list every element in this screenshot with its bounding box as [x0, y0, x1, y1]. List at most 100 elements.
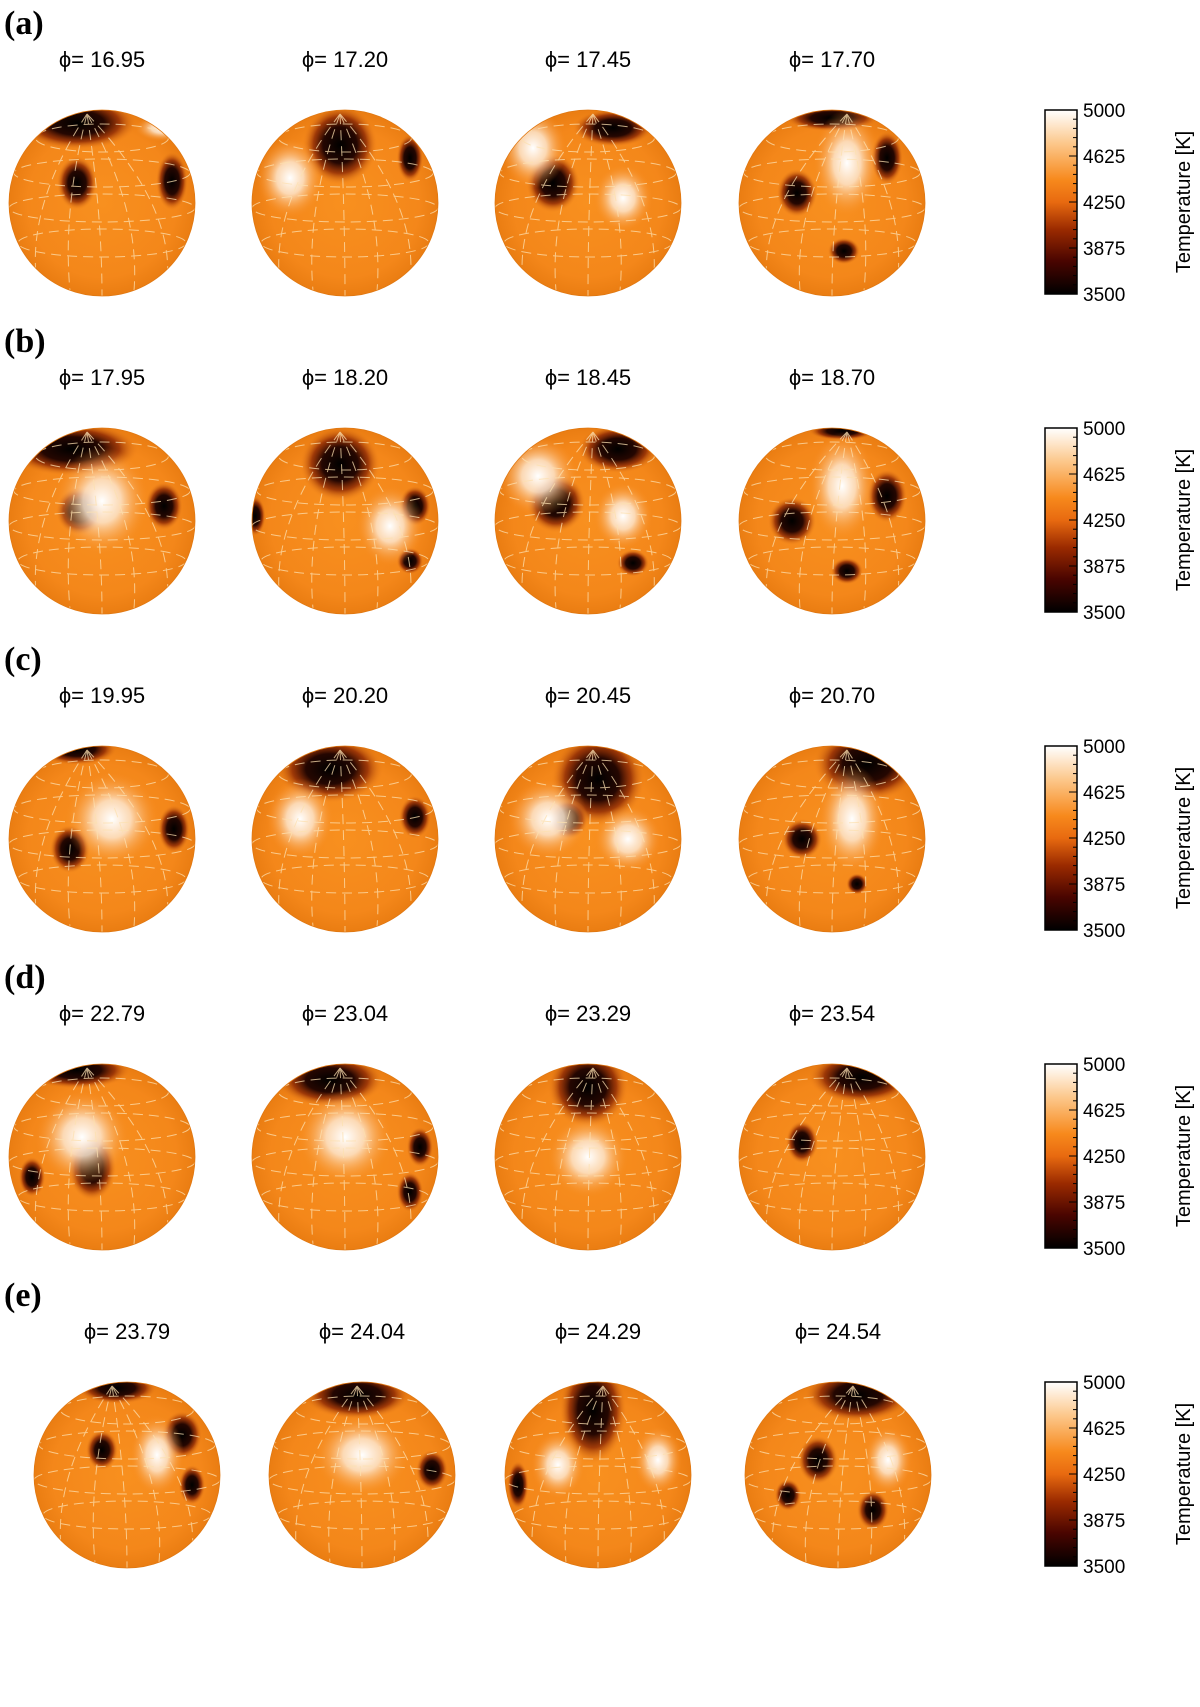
- longitude-line: [86, 1067, 103, 1250]
- longitude-line: [339, 1067, 346, 1250]
- longitude-line: [852, 1385, 906, 1568]
- phase-label: ϕ= 18.20: [302, 365, 388, 390]
- panel-label: (a): [4, 5, 44, 42]
- hot-spot: [34, 1089, 130, 1185]
- hot-spot: [818, 765, 886, 873]
- longitude-line: [339, 749, 379, 932]
- cool-spot: [804, 1382, 912, 1422]
- longitude-line: [339, 113, 346, 296]
- hot-spot: [356, 485, 424, 567]
- hot-spot: [54, 447, 150, 555]
- longitude-line: [587, 749, 594, 932]
- longitude-line: [846, 113, 867, 296]
- longitude-line: [34, 1067, 88, 1250]
- colorbar-tick-label: 5000: [1083, 1055, 1125, 1076]
- cool-spot: [785, 1120, 819, 1164]
- colorbar-title: Temperature [K]: [1173, 131, 1195, 273]
- cool-spot: [781, 818, 823, 860]
- cool-spot: [56, 156, 98, 210]
- colorbar-title: Temperature [K]: [1173, 767, 1195, 909]
- colorbar-tick-label: 5000: [1083, 737, 1125, 758]
- stellar-limb: [33, 1381, 221, 1569]
- longitude-line: [92, 1385, 113, 1568]
- cool-spot: [797, 1435, 839, 1485]
- phase-label: ϕ= 19.95: [59, 683, 145, 708]
- colorbar-tick-label: 3875: [1083, 1511, 1125, 1532]
- longitude-line: [67, 113, 88, 296]
- longitude-line: [67, 431, 88, 614]
- phase-label: ϕ= 18.45: [545, 365, 631, 390]
- stellar-surface-map: ϕ= 18.70: [738, 365, 926, 615]
- stellar-disk: [739, 1064, 925, 1250]
- hot-spot: [135, 114, 189, 142]
- phase-label: ϕ= 17.20: [302, 47, 388, 72]
- longitude-line: [846, 431, 867, 614]
- longitude-line: [311, 431, 341, 614]
- stellar-limb: [251, 745, 439, 933]
- hot-spot: [266, 778, 334, 860]
- colorbar-tick-label: 5000: [1083, 101, 1125, 122]
- longitude-line: [311, 113, 341, 296]
- stellar-limb: [738, 427, 926, 615]
- colorbar-tick-label: 3875: [1083, 875, 1125, 896]
- cool-spot: [406, 1126, 434, 1168]
- colorbar: 5000 4625 4250 3875 3500 Temperature [K]: [1044, 101, 1195, 306]
- panel-label: (b): [4, 323, 46, 360]
- longitude-line: [328, 1385, 358, 1568]
- longitude-line: [798, 431, 848, 614]
- longitude-line: [846, 113, 900, 296]
- stellar-surface-map: ϕ= 18.20: [251, 365, 439, 615]
- longitude-line: [86, 113, 103, 296]
- stellar-surface-map: ϕ= 19.95: [8, 683, 196, 933]
- cool-spot: [856, 1489, 890, 1531]
- stellar-disk: [252, 428, 438, 614]
- stellar-limb: [8, 109, 196, 297]
- stellar-limb: [738, 745, 926, 933]
- cool-spot: [547, 1064, 629, 1128]
- stellar-surface-map: ϕ= 24.04: [268, 1319, 456, 1569]
- hot-spot: [594, 805, 662, 873]
- phase-label: ϕ= 17.70: [789, 47, 875, 72]
- longitude-line: [111, 1385, 161, 1568]
- colorbar-tick-label: 4250: [1083, 193, 1125, 214]
- colorbar-tick-label: 4625: [1083, 1101, 1125, 1122]
- panel-c: (c) ϕ= 19.95 ϕ= 20.20 ϕ= 20.45 ϕ= 20.70 5000 4…: [4, 641, 1195, 942]
- stellar-limb: [738, 1063, 926, 1251]
- longitude-line: [798, 749, 848, 932]
- colorbar-tick-label: 5000: [1083, 1373, 1125, 1394]
- longitude-line: [86, 749, 136, 932]
- longitude-line: [846, 749, 867, 932]
- colorbar-tick-label: 4250: [1083, 1465, 1125, 1486]
- longitude-line: [587, 431, 594, 614]
- longitude-line: [339, 431, 346, 614]
- stellar-surface-map: ϕ= 24.29: [504, 1319, 692, 1569]
- phase-label: ϕ= 24.29: [555, 1319, 641, 1344]
- colorbar-tick-label: 4625: [1083, 783, 1125, 804]
- stellar-surface-map: ϕ= 23.54: [738, 1001, 926, 1251]
- stellar-surface-map: ϕ= 17.45: [494, 47, 682, 297]
- panel-d: (d) ϕ= 22.79 ϕ= 23.04 ϕ= 23.29 ϕ= 23.54 5000 4…: [4, 959, 1195, 1260]
- hot-spot: [633, 1426, 683, 1494]
- phase-label: ϕ= 24.04: [319, 1319, 405, 1344]
- stellar-surface-map: ϕ= 24.54: [744, 1319, 932, 1569]
- stellar-limb: [494, 1063, 682, 1251]
- longitude-line: [592, 113, 622, 296]
- panel-a: (a) ϕ= 16.95 ϕ= 17.20 ϕ= 17.45 ϕ= 17.70 5000 4…: [4, 5, 1195, 306]
- colorbar: 5000 4625 4250 3875 3500 Temperature [K]: [1044, 1373, 1195, 1578]
- stellar-limb: [268, 1381, 456, 1569]
- cool-spot: [18, 1156, 46, 1198]
- cool-spot: [507, 1460, 529, 1510]
- cool-spot: [808, 428, 876, 441]
- stellar-disk: [9, 110, 195, 296]
- hot-spot: [507, 778, 589, 860]
- longitude-line: [852, 1385, 873, 1568]
- phase-label: ϕ= 20.45: [545, 683, 631, 708]
- phase-label: ϕ= 17.45: [545, 47, 631, 72]
- colorbar-title: Temperature [K]: [1173, 449, 1195, 591]
- hot-spot: [256, 137, 324, 219]
- cool-spot: [774, 1478, 802, 1512]
- panel-b: (b) ϕ= 17.95 ϕ= 18.20 ϕ= 18.45 ϕ= 18.70 5000 4…: [4, 323, 1195, 624]
- colorbar-tick-label: 4250: [1083, 511, 1125, 532]
- cool-spot: [252, 495, 266, 537]
- longitude-line: [67, 749, 88, 932]
